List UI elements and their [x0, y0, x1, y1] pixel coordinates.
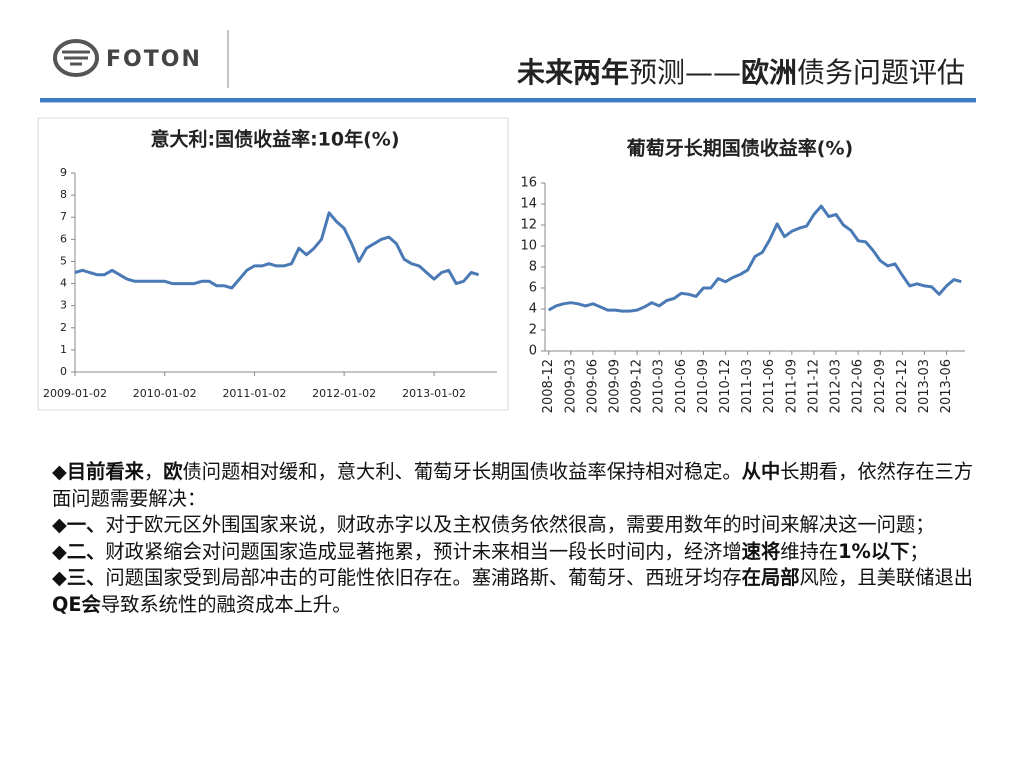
text-run: 债问题相对缓和，意大利、葡萄牙长期国债收益率保持相对稳定。 — [182, 460, 742, 483]
paragraph: ◆二、财政紧缩会对问题国家造成显著拖累，预计未来相当一段长时间内，经济增速将维持… — [52, 539, 977, 566]
y-tick-label: 7 — [60, 210, 67, 223]
text-run: 1%以下 — [838, 539, 910, 563]
text-run: ； — [909, 539, 929, 563]
x-tick-label: 2009-03 — [563, 359, 578, 413]
text-run: ， — [143, 460, 164, 483]
y-tick-label: 6 — [529, 281, 537, 296]
text-run: 速将 — [741, 539, 781, 563]
y-tick-label: 12 — [520, 218, 537, 233]
header-rule-light — [40, 102, 976, 103]
x-tick-label: 2010-12 — [718, 359, 733, 413]
chart-title: 意大利:国债收益率:10年(%) — [150, 128, 399, 151]
y-tick-label: 5 — [60, 254, 67, 267]
y-tick-label: 14 — [520, 197, 537, 212]
text-run: 欧 — [163, 460, 183, 483]
paragraph: ◆目前看来，欧债问题相对缓和，意大利、葡萄牙长期国债收益率保持相对稳定。从中长期… — [52, 459, 977, 512]
y-tick-label: 4 — [529, 302, 537, 317]
header-rule — [40, 98, 976, 102]
y-tick-label: 4 — [60, 277, 67, 290]
x-tick-label: 2009-06 — [585, 359, 600, 413]
x-tick-label: 2011-12 — [806, 359, 821, 413]
paragraph: ◆一、对于欧元区外围国家来说，财政赤字以及主权债务依然很高，需要用数年的时间来解… — [52, 512, 977, 539]
text-run: 风险，且美联储退出 — [799, 566, 974, 589]
x-tick-label: 2010-09 — [696, 359, 711, 413]
y-tick-label: 16 — [520, 176, 537, 191]
x-tick-label: 2013-03 — [917, 359, 932, 413]
x-tick-label: 2009-12 — [630, 359, 645, 413]
title-run: 预测—— — [629, 56, 741, 89]
x-tick-label: 2012-06 — [851, 359, 866, 413]
chart-title: 葡萄牙长期国债收益率(%) — [627, 137, 853, 160]
chart-frame — [37, 117, 509, 411]
text-run: ◆一、 — [52, 513, 106, 536]
body-text: ◆目前看来，欧债问题相对缓和，意大利、葡萄牙长期国债收益率保持相对稳定。从中长期… — [52, 459, 977, 618]
x-tick-label: 2009-01-02 — [43, 387, 107, 400]
text-run: 长期看，依然存在三方面问题需要解决： — [52, 460, 974, 510]
y-tick-label: 9 — [60, 166, 67, 179]
x-tick-label: 2013-01-02 — [402, 387, 466, 400]
slide-title: 未来两年预测——欧洲债务问题评估 — [517, 56, 965, 89]
text-run: ◆三、 — [52, 566, 106, 589]
y-tick-label: 0 — [529, 344, 537, 359]
y-tick-label: 8 — [529, 260, 537, 275]
text-run: ◆二、 — [52, 539, 106, 563]
y-tick-label: 10 — [520, 239, 537, 254]
text-run: 导致系统性的融资成本上升。 — [100, 592, 352, 616]
x-tick-label: 2013-06 — [939, 359, 954, 413]
logo: FOTON — [53, 39, 202, 77]
x-tick-label: 2011-01-02 — [222, 387, 286, 400]
text-run: 问题国家受到局部冲击的可能性依旧存在。塞浦路斯、葡萄牙、西班牙均存 — [105, 566, 742, 589]
text-run: 对于欧元区外围国家来说，财政赤字以及主权债务依然很高，需要用数年的时间来解决这一… — [105, 513, 935, 536]
x-tick-label: 2011-03 — [740, 359, 755, 413]
x-tick-label: 2012-09 — [873, 359, 888, 413]
x-tick-label: 2010-03 — [652, 359, 667, 413]
title-run: 欧洲 — [741, 56, 797, 89]
text-run: 财政紧缩会对问题国家造成显著拖累，预计未来相当一段长时间内，经济增 — [105, 539, 742, 563]
text-run: QE会 — [52, 592, 101, 616]
text-run: 在局部 — [741, 566, 800, 589]
text-run: 从中 — [741, 460, 781, 483]
x-tick-label: 2011-09 — [784, 359, 799, 413]
y-tick-label: 8 — [60, 188, 67, 201]
data-line — [547, 204, 962, 313]
x-tick-label: 2012-12 — [895, 359, 910, 413]
y-tick-label: 6 — [60, 232, 67, 245]
x-tick-label: 2008-12 — [541, 359, 556, 413]
y-tick-label: 3 — [60, 299, 67, 312]
x-tick-label: 2011-06 — [762, 359, 777, 413]
x-tick-label: 2010-06 — [674, 359, 689, 413]
x-tick-label: 2012-01-02 — [312, 387, 376, 400]
paragraph: ◆三、问题国家受到局部冲击的可能性依旧存在。塞浦路斯、葡萄牙、西班牙均存在局部风… — [52, 565, 977, 618]
x-tick-label: 2012-03 — [829, 359, 844, 413]
data-line — [74, 211, 480, 290]
logo-stripes — [62, 50, 90, 66]
x-tick-label: 2009-09 — [608, 359, 623, 413]
text-run: ◆目前看来 — [52, 460, 144, 483]
y-tick-label: 0 — [60, 365, 67, 378]
y-tick-label: 2 — [60, 321, 67, 334]
text-run: 维持在 — [780, 539, 839, 563]
logo-text: FOTON — [106, 47, 202, 72]
y-tick-label: 2 — [529, 323, 537, 338]
title-run: 未来两年 — [517, 56, 629, 89]
logo-emblem — [53, 39, 99, 77]
x-tick-label: 2010-01-02 — [133, 387, 197, 400]
title-run: 债务问题评估 — [797, 56, 965, 89]
y-tick-label: 1 — [60, 343, 67, 356]
